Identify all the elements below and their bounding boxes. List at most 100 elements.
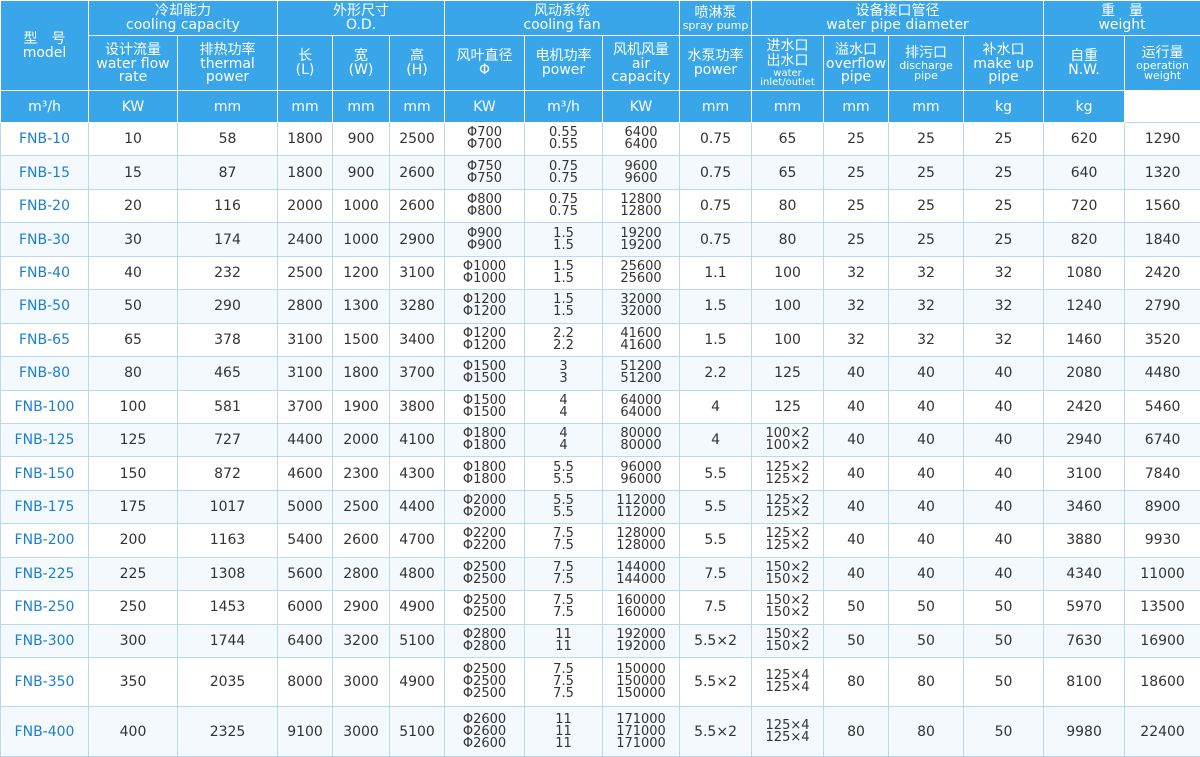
air-capacity-cell-line: 128000 (616, 526, 666, 542)
motor-power-cell-line: 11 (555, 638, 572, 654)
table-row: FNB-65 65 378 3100 1500 3400 Φ1200 Φ1200 2.2 2.2 4… (0, 322, 1200, 358)
length-cell: 3100 (277, 322, 334, 358)
flow-cell: 30 (88, 222, 178, 257)
fan-diameter-cell-line: Φ1800 (462, 459, 507, 475)
inlet-outlet-cell-line: 125×2 (765, 459, 810, 475)
air-capacity-cell-line: 41600 (620, 325, 662, 341)
pump-power-cell: 0.75 (679, 188, 753, 224)
air-capacity-cell-line: 6400 (624, 137, 658, 153)
header-inlet-outlet-en2: inlet/outlet (760, 77, 815, 88)
header-nw-en: N.W. (1068, 62, 1100, 78)
motor-power-cell-line: 4 (559, 392, 568, 408)
motor-power-cell: 7.5 7.5 (524, 590, 604, 625)
flow-cell: 100 (88, 389, 178, 424)
height-cell: 2600 (389, 155, 446, 190)
header-discharge: 排污口 discharge pipe (888, 35, 965, 91)
operation-weight-cell: 2790 (1124, 289, 1200, 324)
header-pump-power-cn: 水泵功率 (687, 48, 744, 64)
motor-power-cell-line: 7.5 (553, 674, 574, 690)
header-air-capacity-cn: 风机风量 (613, 41, 670, 58)
inlet-outlet-cell: 150×2 150×2 (751, 623, 825, 659)
motor-power-cell-line: 5.5 (553, 459, 574, 475)
height-cell: 4100 (389, 422, 446, 458)
height-cell: 2600 (389, 188, 446, 224)
thermal-power-cell: 174 (176, 222, 279, 257)
motor-power-cell: 5.5 5.5 (524, 489, 604, 525)
motor-power-cell-line: 2.2 (553, 337, 574, 353)
air-capacity-cell-line: 32000 (620, 304, 662, 320)
air-capacity-cell-line: 171000 (616, 711, 666, 727)
model-cell: FNB-175 (0, 489, 89, 525)
inlet-outlet-cell: 65 (751, 155, 825, 190)
length-cell: 1800 (277, 121, 334, 157)
air-capacity-cell-line: 112000 (616, 493, 666, 509)
motor-power-cell-line: 7.5 (553, 571, 574, 587)
net-weight-cell: 7630 (1043, 623, 1126, 659)
discharge-cell: 40 (888, 389, 965, 424)
header-motor-power: 电机功率 power (524, 35, 604, 91)
height-cell: 4300 (389, 456, 446, 491)
pump-power-cell: 5.5 (679, 456, 753, 491)
unit-cell: mm (277, 90, 334, 123)
width-cell: 3000 (332, 656, 391, 708)
fan-diameter-cell-line: Φ750 (466, 170, 503, 186)
operation-weight-cell: 2420 (1124, 255, 1200, 291)
header-operation-weight: 运行量 operation weight (1124, 35, 1200, 91)
net-weight-cell: 3460 (1043, 489, 1126, 525)
net-weight-cell: 620 (1043, 121, 1126, 157)
motor-power-cell: 5.5 5.5 (524, 456, 604, 491)
air-capacity-cell: 19200 19200 (602, 222, 681, 257)
fan-diameter-cell: Φ1800 Φ1800 (444, 422, 526, 458)
inlet-outlet-cell-line: 125×4 (765, 729, 810, 745)
inlet-outlet-cell: 125 (751, 356, 825, 391)
air-capacity-cell-line: 160000 (616, 605, 666, 621)
overflow-cell: 50 (823, 623, 890, 659)
air-capacity-cell: 64000 64000 (602, 389, 681, 424)
fan-diameter-cell-line: Φ700 (466, 125, 503, 141)
header-motor-power-cn: 电机功率 (535, 48, 592, 64)
height-cell: 3280 (389, 289, 446, 324)
air-capacity-cell: 41600 41600 (602, 322, 681, 358)
fan-diameter-cell: Φ1800 Φ1800 (444, 456, 526, 491)
fan-diameter-cell-line: Φ2500 (462, 686, 507, 702)
air-capacity-cell-line: 96000 (620, 459, 662, 475)
motor-power-cell-line: 0.75 (549, 170, 578, 186)
overflow-cell: 25 (823, 188, 890, 224)
air-capacity-cell-line: 192000 (616, 626, 666, 642)
unit-cell: m³/h (524, 90, 604, 123)
overflow-cell: 40 (823, 356, 890, 391)
fan-diameter-cell: Φ1200 Φ1200 (444, 289, 526, 324)
air-capacity-cell-line: 171000 (616, 735, 666, 751)
header-water-flow-en2: rate (118, 68, 148, 85)
overflow-cell: 40 (823, 489, 890, 525)
air-capacity-cell-line: 12800 (620, 192, 662, 208)
height-cell: 4900 (389, 590, 446, 625)
makeup-cell: 25 (963, 222, 1045, 257)
header-height-cn: 高 (410, 48, 425, 64)
width-cell: 1200 (332, 255, 391, 291)
width-cell: 900 (332, 155, 391, 190)
fan-diameter-cell-line: Φ800 (466, 204, 503, 220)
overflow-cell: 40 (823, 422, 890, 458)
pump-power-cell: 5.5 (679, 489, 753, 525)
operation-weight-cell: 18600 (1124, 656, 1200, 708)
height-cell: 4800 (389, 556, 446, 592)
motor-power-cell-line: 5.5 (553, 505, 574, 521)
overflow-cell: 25 (823, 121, 890, 157)
inlet-outlet-cell: 80 (751, 188, 825, 224)
discharge-cell: 50 (888, 623, 965, 659)
header-od-en: O.D. (345, 17, 377, 33)
flow-cell: 225 (88, 556, 178, 592)
header-water-flow-en1: water flow (96, 55, 170, 72)
motor-power-cell: 1.5 1.5 (524, 289, 604, 324)
fan-diameter-cell: Φ1000 Φ1000 (444, 255, 526, 291)
makeup-cell: 25 (963, 155, 1045, 190)
unit-cell: kg (1043, 90, 1126, 123)
discharge-cell: 40 (888, 523, 965, 558)
length-cell: 3100 (277, 356, 334, 391)
air-capacity-cell-line: 150000 (616, 662, 666, 678)
height-cell: 3400 (389, 322, 446, 358)
fan-diameter-cell-line: Φ2800 (462, 638, 507, 654)
length-cell: 3700 (277, 389, 334, 424)
motor-power-cell: 11 11 (524, 623, 604, 659)
